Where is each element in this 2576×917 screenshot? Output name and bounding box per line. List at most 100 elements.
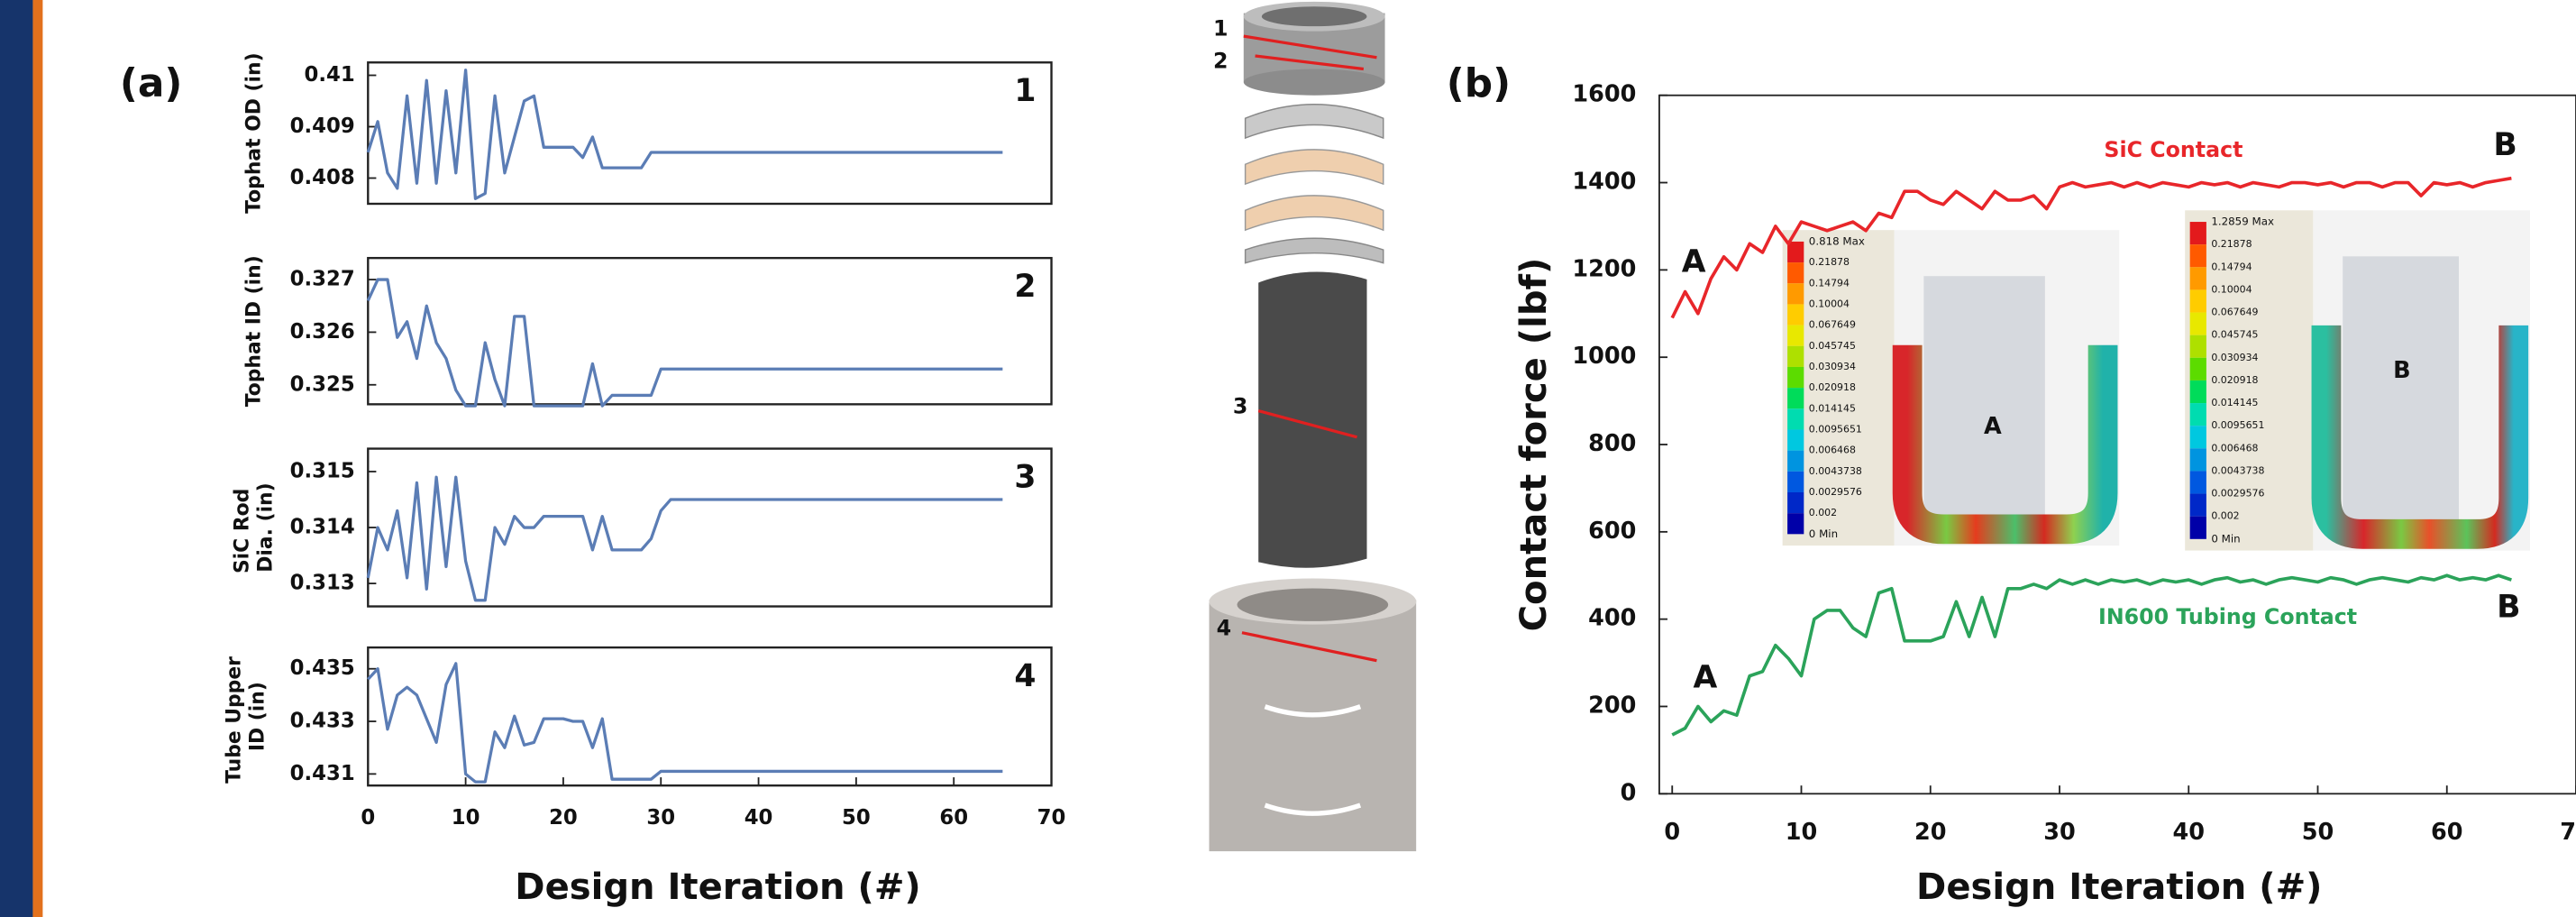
y-tick-label: 0.409	[290, 115, 355, 138]
series-label: IN600 Tubing Contact	[2098, 604, 2357, 629]
legend-swatch	[1787, 283, 1804, 304]
legend-value: 0.045745	[1809, 340, 1856, 352]
model-label: 2	[1213, 49, 1228, 74]
end-label: B	[2497, 589, 2520, 625]
x-tick-label: 20	[549, 806, 578, 830]
legend-value: 0.067649	[2211, 307, 2258, 318]
legend-value: 0.002	[1809, 507, 1837, 518]
x-tick-label: 40	[2173, 819, 2206, 846]
legend-value: 0.0095651	[2211, 419, 2264, 431]
legend-swatch	[1787, 472, 1804, 492]
legend-value: 0 Min	[2211, 532, 2240, 545]
legend-swatch	[1787, 388, 1804, 408]
legend-value: 0.0043738	[1809, 465, 1862, 477]
y-axis-label: Tophat OD (in)	[243, 52, 266, 213]
ring	[1246, 196, 1384, 230]
y-tick-label: 0.431	[290, 762, 355, 785]
legend-value: 0.006468	[2211, 442, 2258, 454]
legend-swatch	[1787, 408, 1804, 429]
legend-value: 0.020918	[2211, 374, 2258, 386]
side-stripe	[32, 0, 42, 917]
legend-swatch	[2190, 313, 2206, 335]
y-tick-label: 0.315	[290, 460, 355, 483]
y-tick-label: 0.408	[290, 166, 355, 189]
y-tick-label: 800	[1588, 430, 1636, 457]
x-tick-label: 30	[2043, 819, 2076, 846]
x-tick-label: 10	[1786, 819, 1818, 846]
legend-swatch	[2190, 403, 2206, 426]
legend-swatch	[2190, 267, 2206, 289]
legend-swatch	[2190, 222, 2206, 244]
component-model	[1210, 2, 1417, 851]
legend-value: 0.21878	[2211, 238, 2252, 250]
y-tick-label: 0.433	[290, 710, 355, 733]
x-axis-label: Design Iteration (#)	[1916, 867, 2322, 908]
plot-frame	[368, 258, 1051, 404]
y-axis-label: Tube Upper ID (in)	[223, 649, 269, 783]
x-tick-label: 50	[2302, 819, 2334, 846]
y-axis-label: Contact force (lbf)	[1513, 258, 1555, 632]
panel-number: 3	[1014, 459, 1036, 495]
data-line	[368, 280, 1002, 406]
legend-swatch	[2190, 244, 2206, 267]
data-line	[368, 70, 1002, 198]
legend-swatch	[1787, 262, 1804, 283]
legend-swatch	[2190, 335, 2206, 358]
y-tick-label: 200	[1588, 692, 1636, 719]
legend-swatch	[1787, 513, 1804, 534]
legend-value: 0.0043738	[2211, 464, 2264, 476]
model-label: 4	[1217, 616, 1231, 641]
legend-value: 0.067649	[1809, 319, 1856, 331]
legend-value: 0.045745	[2211, 329, 2258, 341]
side-bar	[0, 0, 32, 917]
data-line	[368, 664, 1002, 782]
panel-label: (b)	[1447, 60, 1511, 106]
legend-swatch	[2190, 381, 2206, 403]
panel-number: 4	[1014, 658, 1036, 694]
x-tick-label: 20	[1914, 819, 1947, 846]
x-tick-label: 70	[2560, 819, 2576, 846]
y-tick-label: 1000	[1572, 343, 1636, 370]
x-tick-label: 10	[452, 806, 480, 830]
x-tick-label: 60	[2431, 819, 2463, 846]
legend-value: 0.002	[2211, 510, 2239, 522]
legend-swatch	[1787, 451, 1804, 472]
legend-value: 0.10004	[2211, 283, 2252, 295]
y-axis-label: Tophat ID (in)	[243, 255, 266, 407]
legend-swatch	[2190, 289, 2206, 312]
series-label: SiC Contact	[2104, 137, 2243, 162]
top-cup-base	[1244, 69, 1385, 96]
legend-value: 0 Min	[1809, 527, 1838, 540]
x-tick-label: 0	[1664, 819, 1680, 846]
inset-label: A	[1984, 413, 2002, 440]
inset-block	[2343, 256, 2459, 520]
plot-frame	[368, 647, 1051, 785]
y-tick-label: 1600	[1572, 81, 1636, 108]
legend-value: 0.21878	[1809, 256, 1850, 268]
x-tick-label: 60	[939, 806, 968, 830]
y-tick-label: 1200	[1572, 255, 1636, 282]
legend-swatch	[2190, 494, 2206, 517]
data-line	[368, 477, 1002, 600]
x-tick-label: 50	[842, 806, 871, 830]
y-tick-label: 0.326	[290, 320, 355, 344]
panel-label: (a)	[120, 60, 183, 106]
legend-swatch	[1787, 304, 1804, 325]
legend-swatch	[2190, 471, 2206, 493]
legend-swatch	[1787, 242, 1804, 262]
x-tick-label: 30	[646, 806, 675, 830]
legend-swatch	[1787, 492, 1804, 513]
y-tick-label: 0.435	[290, 656, 355, 680]
legend-swatch	[2190, 517, 2206, 539]
end-label: B	[2493, 127, 2517, 163]
legend-value: 0.020918	[1809, 381, 1856, 393]
legend-swatch	[2190, 448, 2206, 471]
x-tick-label: 70	[1037, 806, 1066, 830]
top-cup-hole	[1262, 6, 1367, 26]
ring	[1246, 150, 1384, 184]
legend-swatch	[1787, 346, 1804, 367]
y-tick-label: 0.327	[290, 268, 355, 291]
start-label: A	[1694, 660, 1718, 696]
panel-number: 1	[1014, 73, 1036, 109]
y-tick-label: 0.314	[290, 516, 355, 539]
